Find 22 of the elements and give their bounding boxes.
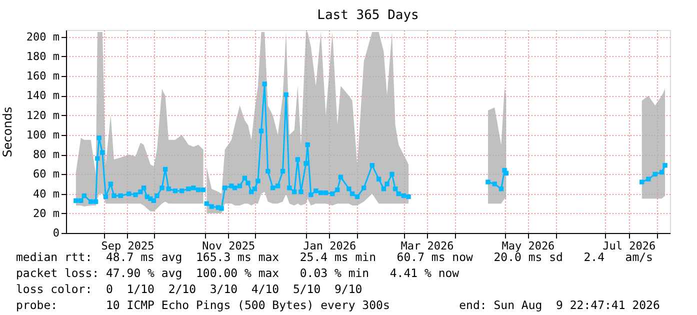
x-tick-label: Sep 2025: [101, 240, 154, 252]
y-axis-title: Seconds: [0, 106, 14, 158]
x-tick-label: Nov 2025: [202, 240, 256, 252]
x-tick-label: May 2026: [502, 240, 555, 252]
x-tick-label: Jan 2026: [303, 240, 356, 252]
y-tick-label: 120 m: [26, 108, 60, 122]
text: loss color: 0 1/10 2/10 3/10 4/10 5/10 9/10: [16, 282, 362, 296]
text: packet loss: 47.90 % avg 100.00 % max 0.03 % min 4.41 % now: [16, 266, 460, 280]
y-tick-label: 100 m: [26, 128, 60, 142]
y-tick-label: 180 m: [26, 50, 60, 63]
y-tick-label: 60 m: [33, 168, 60, 181]
y-tick-label: 200 m: [26, 30, 60, 44]
y-tick-label: 0: [52, 226, 60, 240]
x-tick-label: Mar 2026: [400, 240, 454, 252]
x-tick-label: Jul 2026: [602, 240, 656, 252]
y-tick-label: 80 m: [33, 148, 60, 162]
text: probe: 10 ICMP Echo Pings (500 Bytes) every 300s end: Sun Aug 9 22:47:41 2026: [16, 298, 660, 312]
y-tick-label: 20 m: [33, 206, 60, 220]
y-tick-label: 160 m: [26, 70, 60, 83]
y-tick-label: 40 m: [33, 187, 60, 200]
chart-title: Last 365 Days: [317, 8, 419, 23]
y-tick-label: 140 m: [26, 89, 60, 102]
